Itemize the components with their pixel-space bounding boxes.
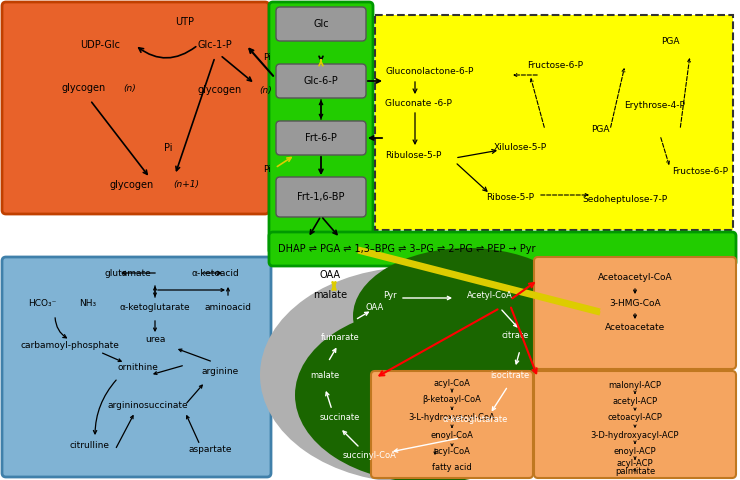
Text: β-ketoayl-CoA: β-ketoayl-CoA (423, 396, 482, 405)
Text: acyl-ACP: acyl-ACP (616, 459, 653, 468)
Text: citrate: citrate (501, 331, 528, 339)
Ellipse shape (260, 267, 570, 480)
Text: Acetyl-CoA: Acetyl-CoA (467, 290, 513, 300)
Text: 3-D-hydroxyacyl-ACP: 3-D-hydroxyacyl-ACP (591, 431, 679, 440)
Text: Frt-1,6-BP: Frt-1,6-BP (297, 192, 345, 202)
Text: α-ketoacid: α-ketoacid (191, 268, 239, 277)
Text: malate: malate (313, 290, 347, 300)
Text: Pi: Pi (263, 53, 271, 62)
FancyBboxPatch shape (276, 7, 366, 41)
Text: UDP-Glc: UDP-Glc (80, 40, 120, 50)
Text: Pi: Pi (164, 143, 172, 153)
Text: Glc: Glc (313, 19, 329, 29)
Text: α-ketoglutarate: α-ketoglutarate (120, 303, 190, 312)
Text: OAA: OAA (320, 270, 340, 280)
Ellipse shape (353, 248, 583, 384)
Text: aspartate: aspartate (188, 445, 232, 455)
Text: succinyl-CoA: succinyl-CoA (343, 452, 397, 460)
Text: aminoacid: aminoacid (204, 303, 252, 312)
Text: malonyl-ACP: malonyl-ACP (608, 381, 662, 389)
Text: Gluconolactone-6-P: Gluconolactone-6-P (385, 68, 474, 76)
Text: ornithine: ornithine (118, 363, 158, 372)
Text: Pi: Pi (263, 166, 271, 175)
Text: glutamate: glutamate (104, 268, 152, 277)
FancyBboxPatch shape (269, 2, 373, 254)
Text: (n): (n) (124, 84, 136, 93)
Text: UTP: UTP (175, 17, 195, 27)
Text: carbamoyl-phosphate: carbamoyl-phosphate (21, 340, 119, 349)
Text: succinate: succinate (320, 413, 360, 422)
Text: acyl-CoA: acyl-CoA (434, 379, 471, 387)
Text: malate: malate (310, 371, 340, 380)
Text: acetyl-ACP: acetyl-ACP (613, 396, 658, 406)
FancyBboxPatch shape (276, 121, 366, 155)
Text: enoyl-CoA: enoyl-CoA (431, 432, 474, 441)
Text: Fructose-6-P: Fructose-6-P (672, 168, 728, 177)
FancyBboxPatch shape (269, 232, 736, 266)
Text: 3-HMG-CoA: 3-HMG-CoA (609, 299, 661, 308)
Text: palmitate: palmitate (615, 468, 655, 477)
Text: PGA: PGA (591, 125, 609, 134)
Text: Erythrose-4-P: Erythrose-4-P (625, 100, 685, 109)
Text: HCO₃⁻: HCO₃⁻ (28, 299, 56, 308)
FancyBboxPatch shape (276, 177, 366, 217)
Text: Sedoheptulose-7-P: Sedoheptulose-7-P (582, 195, 667, 204)
Text: urea: urea (145, 336, 165, 345)
Text: citrulline: citrulline (70, 441, 110, 449)
FancyBboxPatch shape (371, 371, 533, 478)
Text: Acetoacetate: Acetoacetate (605, 324, 665, 333)
Text: DHAP ⇌ PGA ⇌ 1,3–BPG ⇌ 3–PG ⇌ 2–PG ⇌ PEP → Pyr: DHAP ⇌ PGA ⇌ 1,3–BPG ⇌ 3–PG ⇌ 2–PG ⇌ PEP… (278, 244, 536, 254)
Bar (375, 15, 733, 230)
Text: Ribose-5-P: Ribose-5-P (486, 193, 534, 203)
Text: glycogen: glycogen (110, 180, 154, 190)
Text: Pyr: Pyr (383, 290, 397, 300)
Text: NH₃: NH₃ (79, 299, 96, 308)
Text: Gluconate -6-P: Gluconate -6-P (385, 98, 452, 108)
Text: Fructose-6-P: Fructose-6-P (527, 60, 583, 70)
Text: acyl-CoA: acyl-CoA (434, 447, 471, 456)
Text: arginine: arginine (201, 368, 238, 376)
FancyBboxPatch shape (2, 257, 271, 477)
Text: PGA: PGA (661, 37, 679, 47)
Text: glycogen: glycogen (62, 83, 107, 93)
Text: glycogen: glycogen (198, 85, 242, 95)
Text: fumarate: fumarate (320, 334, 360, 343)
Ellipse shape (295, 307, 565, 480)
Text: Glc-1-P: Glc-1-P (198, 40, 232, 50)
FancyBboxPatch shape (2, 2, 269, 214)
FancyBboxPatch shape (534, 371, 736, 478)
Text: Glc-6-P: Glc-6-P (303, 76, 338, 86)
Text: cetoacyl-ACP: cetoacyl-ACP (608, 413, 662, 422)
Text: isocitrate: isocitrate (491, 371, 530, 380)
Text: Frt-6-P: Frt-6-P (305, 133, 337, 143)
Text: Xilulose-5-P: Xilulose-5-P (494, 144, 547, 153)
FancyBboxPatch shape (276, 64, 366, 98)
FancyBboxPatch shape (534, 257, 736, 369)
Text: enoyl-ACP: enoyl-ACP (613, 446, 656, 456)
Text: Acetoacetyl-CoA: Acetoacetyl-CoA (598, 274, 673, 283)
Text: (n+1): (n+1) (173, 180, 199, 190)
Text: argininosuccinate: argininosuccinate (108, 400, 188, 409)
Text: Ribulose-5-P: Ribulose-5-P (385, 151, 441, 159)
Text: α-ketoglutarate: α-ketoglutarate (443, 416, 508, 424)
Text: OAA: OAA (366, 303, 384, 312)
Text: 3-L-hydroxyacyl-CoA: 3-L-hydroxyacyl-CoA (408, 413, 495, 422)
Text: (n): (n) (260, 85, 272, 95)
Text: fatty acid: fatty acid (432, 464, 472, 472)
